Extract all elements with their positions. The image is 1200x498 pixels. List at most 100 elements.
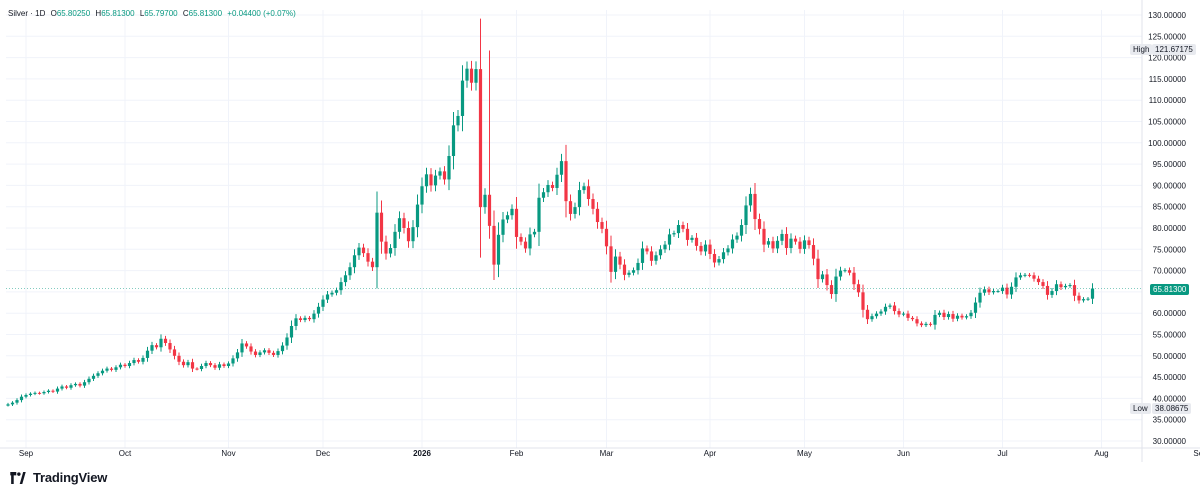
candle-body (262, 350, 267, 353)
candle-body (672, 233, 676, 235)
y-tick-label: 30.00000 (1153, 437, 1187, 446)
candle-body (474, 69, 478, 83)
candle-body (226, 363, 231, 367)
candle-body (118, 364, 123, 368)
candle-body (748, 193, 753, 206)
candle-body (802, 240, 807, 249)
close-key: C (182, 9, 189, 18)
candle-body (1090, 288, 1095, 299)
y-tick-label: 45.00000 (1153, 373, 1187, 382)
x-tick-label: Nov (221, 449, 235, 458)
candle-body (208, 363, 213, 366)
x-tick-label: Feb (510, 449, 524, 458)
candle-body (69, 385, 73, 388)
candle-body (564, 161, 568, 202)
candle-body (217, 364, 222, 368)
y-tick-label: 110.00000 (1149, 96, 1187, 105)
y-tick-label: 125.00000 (1148, 32, 1186, 41)
candle-body (879, 311, 883, 314)
open-value: 65.80250 (56, 9, 91, 18)
candle-body (717, 259, 721, 263)
candle-body (640, 248, 645, 263)
candle-body (654, 255, 658, 261)
candle-body (631, 270, 636, 273)
candle-body (154, 345, 159, 348)
candle-body (181, 361, 186, 366)
candle-body (1068, 285, 1072, 287)
candle-body (10, 402, 15, 405)
candle-body (847, 270, 852, 273)
candle-body (645, 248, 649, 252)
y-tick-label: 115.00000 (1149, 75, 1187, 84)
candle-body (109, 368, 114, 370)
candle-body (271, 352, 276, 355)
candle-body (834, 276, 838, 295)
candle-body (280, 345, 285, 352)
candle-body (532, 231, 537, 235)
brand-name: TradingView (33, 470, 108, 485)
candle-body (276, 351, 280, 355)
candle-body (1050, 291, 1054, 295)
candle-body (199, 366, 204, 370)
candle-body (766, 241, 771, 245)
candle-body (609, 246, 613, 272)
candle-body (460, 80, 465, 116)
change-value: +0.04400 (+0.07%) (227, 9, 296, 18)
candle-body (100, 370, 105, 374)
candle-body (825, 274, 829, 286)
tradingview-brand[interactable]: TradingView (8, 470, 107, 485)
candle-body (523, 241, 528, 249)
close-value: 65.81300 (188, 9, 223, 18)
high-marker-value: 121.67175 (1152, 44, 1196, 55)
candle-body (127, 363, 132, 367)
x-tick-label: Aug (1094, 449, 1108, 458)
candle-body (1054, 284, 1059, 292)
symbol-label[interactable]: Silver · 1D (8, 9, 46, 18)
candle-body (15, 400, 19, 403)
candle-body (1041, 282, 1045, 286)
candle-body (870, 316, 874, 320)
candle-body (636, 262, 640, 271)
candle-body (64, 386, 69, 388)
candle-body (285, 337, 289, 346)
candle-body (627, 272, 631, 275)
candle-body (852, 272, 856, 285)
x-tick-label: Sep (19, 449, 34, 458)
candle-body (438, 171, 442, 176)
candle-body (694, 237, 699, 246)
candle-body (861, 292, 865, 310)
candle-body (708, 244, 712, 254)
candle-body (321, 299, 325, 307)
candle-body (586, 186, 591, 200)
high-value: 65.81300 (101, 9, 135, 18)
candle-body (721, 252, 726, 260)
candle-body (141, 357, 145, 362)
candle-body (726, 248, 730, 253)
candle-body (546, 184, 550, 193)
candle-body (343, 275, 348, 283)
candle-body (465, 68, 469, 81)
x-tick-label: Jun (897, 449, 910, 458)
candle-body (406, 228, 411, 242)
candle-body (820, 274, 825, 280)
x-tick-label: Dec (316, 449, 330, 458)
candle-body (78, 383, 82, 386)
candle-body (294, 318, 298, 326)
y-tick-label: 90.00000 (1153, 181, 1187, 190)
candle-body (96, 373, 100, 376)
candle-body (451, 125, 456, 157)
candle-body (982, 289, 987, 293)
candle-body (910, 317, 915, 320)
candle-body (1014, 277, 1018, 287)
candle-body (433, 175, 438, 186)
candle-body (928, 323, 933, 325)
candle-body (330, 292, 334, 295)
candle-body (906, 313, 910, 318)
candle-body (555, 174, 559, 188)
candle-body (312, 313, 316, 320)
tradingview-logo-icon (10, 471, 26, 484)
candle-body (105, 368, 109, 371)
candle-body (789, 238, 793, 249)
candle-body (937, 312, 942, 315)
